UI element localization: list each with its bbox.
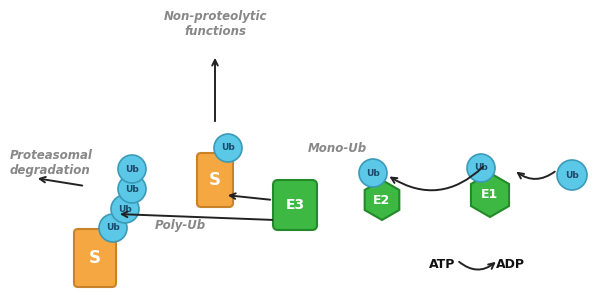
Circle shape [467,154,495,182]
Text: ADP: ADP [495,259,525,271]
Circle shape [118,155,146,183]
Text: Ub: Ub [474,163,488,172]
FancyBboxPatch shape [273,180,317,230]
Text: Non-proteolytic
functions: Non-proteolytic functions [163,10,267,38]
FancyBboxPatch shape [74,229,116,287]
Circle shape [359,159,387,187]
Circle shape [214,134,242,162]
Text: Mono-Ub: Mono-Ub [308,142,367,155]
Text: Ub: Ub [125,185,139,194]
Text: Ub: Ub [106,223,120,233]
Circle shape [557,160,587,190]
Text: S: S [209,171,221,189]
Text: E3: E3 [286,198,304,212]
Circle shape [118,175,146,203]
Text: S: S [89,249,101,267]
Circle shape [111,195,139,223]
Text: E1: E1 [482,188,499,201]
Polygon shape [365,180,399,220]
Text: Ub: Ub [221,143,235,153]
Circle shape [99,214,127,242]
FancyBboxPatch shape [197,153,233,207]
Text: Proteasomal
degradation: Proteasomal degradation [10,149,93,177]
Text: ATP: ATP [429,259,455,271]
Text: Ub: Ub [118,204,132,214]
Text: Ub: Ub [125,165,139,174]
Text: Ub: Ub [565,171,579,179]
Text: E2: E2 [373,194,391,207]
Text: Poly-Ub: Poly-Ub [155,219,206,232]
Polygon shape [471,173,509,217]
Text: Ub: Ub [366,169,380,178]
